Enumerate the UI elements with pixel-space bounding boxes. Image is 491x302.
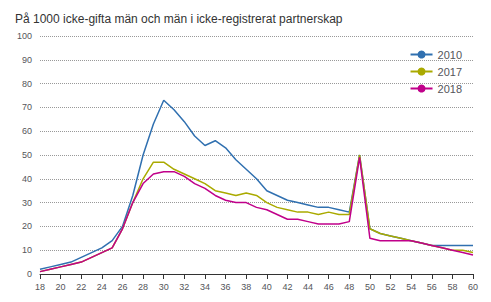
svg-text:54: 54 — [406, 282, 416, 292]
svg-text:38: 38 — [241, 282, 251, 292]
svg-text:28: 28 — [138, 282, 148, 292]
svg-text:34: 34 — [200, 282, 210, 292]
svg-text:2017: 2017 — [438, 66, 462, 78]
svg-text:100: 100 — [17, 31, 32, 41]
svg-text:40: 40 — [262, 282, 272, 292]
svg-text:20: 20 — [56, 282, 66, 292]
svg-text:36: 36 — [221, 282, 231, 292]
svg-text:50: 50 — [22, 150, 32, 160]
svg-text:80: 80 — [22, 79, 32, 89]
svg-text:0: 0 — [27, 269, 32, 279]
svg-text:32: 32 — [179, 282, 189, 292]
svg-text:52: 52 — [386, 282, 396, 292]
svg-text:56: 56 — [427, 282, 437, 292]
svg-text:26: 26 — [117, 282, 127, 292]
svg-text:24: 24 — [97, 282, 107, 292]
svg-text:70: 70 — [22, 102, 32, 112]
svg-text:60: 60 — [468, 282, 478, 292]
svg-text:50: 50 — [365, 282, 375, 292]
svg-text:10: 10 — [22, 245, 32, 255]
svg-text:På 1000 icke-gifta män och män: På 1000 icke-gifta män och män i icke-re… — [15, 12, 343, 26]
svg-text:48: 48 — [344, 282, 354, 292]
svg-text:42: 42 — [282, 282, 292, 292]
svg-text:90: 90 — [22, 55, 32, 65]
svg-text:58: 58 — [447, 282, 457, 292]
svg-text:46: 46 — [324, 282, 334, 292]
svg-text:60: 60 — [22, 126, 32, 136]
svg-text:2018: 2018 — [438, 83, 462, 95]
svg-text:30: 30 — [159, 282, 169, 292]
svg-text:18: 18 — [35, 282, 45, 292]
svg-text:22: 22 — [76, 282, 86, 292]
svg-text:44: 44 — [303, 282, 313, 292]
svg-text:30: 30 — [22, 198, 32, 208]
svg-text:2010: 2010 — [438, 49, 462, 61]
svg-text:40: 40 — [22, 174, 32, 184]
svg-text:20: 20 — [22, 221, 32, 231]
